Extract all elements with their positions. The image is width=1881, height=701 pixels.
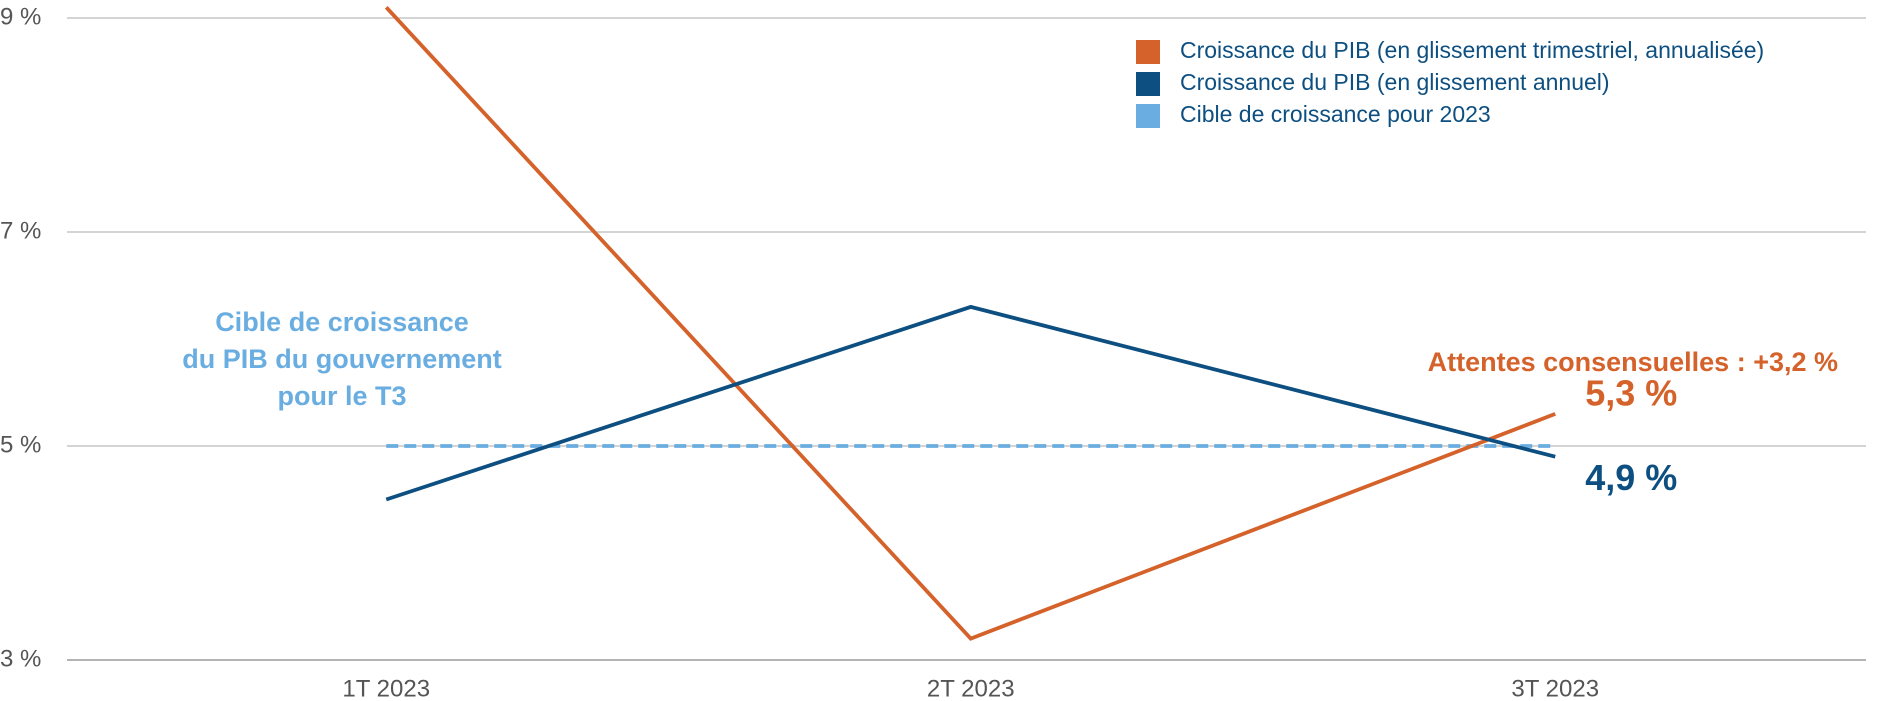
legend-label: Croissance du PIB (en glissement annuel)	[1180, 69, 1610, 95]
annotation: Attentes consensuelles : +3,2 %	[1428, 347, 1838, 377]
annotation: du PIB du gouvernement	[182, 344, 502, 374]
x-tick-label: 1T 2023	[342, 675, 430, 701]
annotation: Cible de croissance	[215, 307, 469, 337]
legend-swatch	[1136, 40, 1160, 64]
y-tick-label: 5 %	[0, 431, 41, 458]
series-line	[384, 6, 1556, 641]
value-label: 5,3 %	[1585, 372, 1677, 413]
y-tick-label: 9 %	[0, 3, 41, 30]
x-tick-label: 3T 2023	[1511, 675, 1599, 701]
series-line	[385, 304, 1556, 502]
y-tick-label: 3 %	[0, 645, 41, 672]
value-label: 4,9 %	[1585, 457, 1677, 498]
legend-swatch	[1136, 104, 1160, 128]
annotation: pour le T3	[277, 381, 406, 411]
x-tick-label: 2T 2023	[927, 675, 1015, 701]
y-tick-label: 7 %	[0, 217, 41, 244]
legend-label: Cible de croissance pour 2023	[1180, 101, 1491, 127]
legend-label: Croissance du PIB (en glissement trimest…	[1180, 37, 1764, 63]
legend-swatch	[1136, 72, 1160, 96]
